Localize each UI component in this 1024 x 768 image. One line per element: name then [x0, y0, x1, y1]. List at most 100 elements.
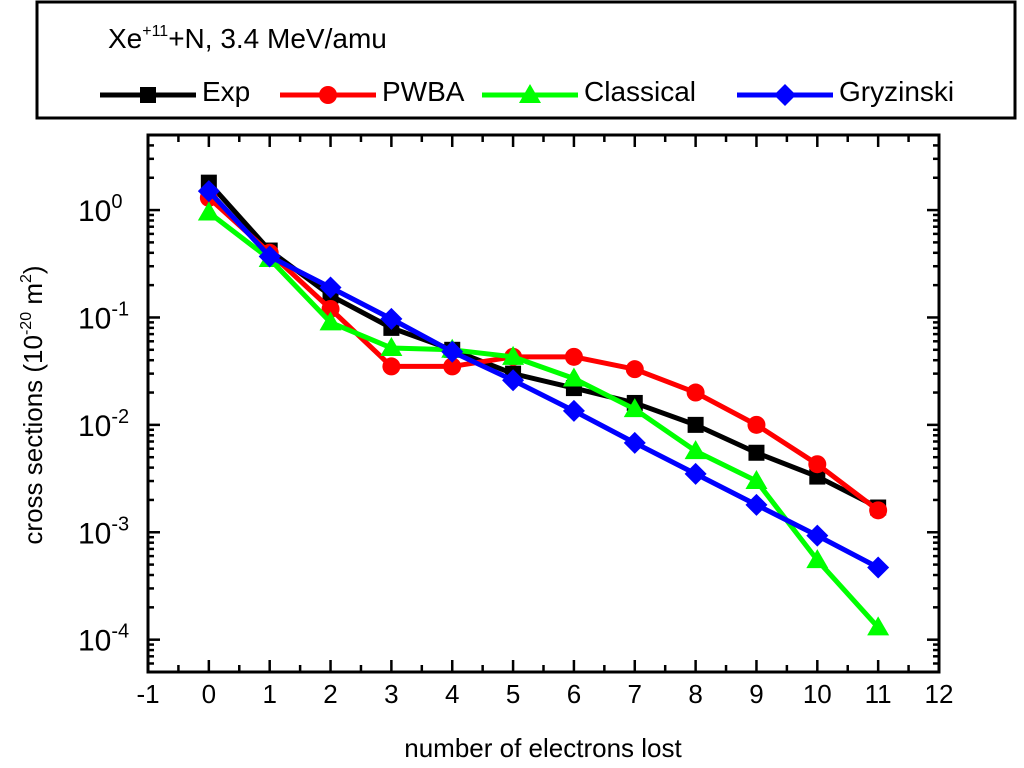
x-tick-label: 1 — [262, 679, 276, 709]
legend-item-exp: Exp — [100, 76, 250, 107]
data-point-gryzinski — [197, 180, 220, 203]
data-point-gryzinski — [867, 556, 890, 579]
plot-frame — [146, 133, 941, 674]
series-layer — [197, 174, 890, 636]
x-tick-label: 6 — [567, 679, 581, 709]
y-axis-title-post: ) — [18, 265, 48, 274]
data-point-gryzinski — [258, 245, 281, 268]
legend-marker-exp — [140, 87, 156, 103]
x-tick-label: 5 — [506, 679, 520, 709]
x-tick-label: 3 — [384, 679, 398, 709]
data-point-classical — [562, 367, 585, 387]
legend: Xe+11+N, 3.4 MeV/amu Exp PWBA Classical Gry… — [35, 0, 1017, 120]
data-point-gryzinski — [806, 524, 829, 547]
x-tick-label: 11 — [865, 679, 892, 709]
y-axis-title-mid: m — [18, 283, 48, 312]
legend-marker-gryzinski — [774, 84, 796, 106]
y-tick-label-exp: -4 — [111, 621, 129, 643]
data-point-classical — [380, 336, 403, 356]
y-axis-title-sup1: -20 — [18, 312, 35, 335]
data-point-classical — [319, 311, 342, 331]
data-point-exp — [809, 468, 826, 485]
legend-item-classical: Classical — [482, 76, 696, 107]
y-axis-title: cross sections (10-20 m2) — [18, 265, 48, 544]
data-point-gryzinski — [684, 462, 707, 485]
y-tick-label: 10-2 — [78, 406, 129, 443]
legend-label-classical: Classical — [584, 76, 696, 107]
data-point-gryzinski — [380, 307, 403, 330]
x-tick-label: 2 — [323, 679, 337, 709]
x-axis-title: number of electrons lost — [404, 733, 682, 763]
data-point-classical — [197, 201, 220, 221]
data-point-pwba — [625, 360, 644, 379]
y-tick-label-exp: -3 — [111, 513, 129, 535]
series-line-exp — [206, 180, 880, 510]
legend-title-base: Xe — [108, 23, 142, 54]
x-tick-label: 8 — [688, 679, 702, 709]
x-tick-label: 7 — [628, 679, 642, 709]
x-tick-label: 12 — [925, 679, 954, 709]
x-tick-label: -1 — [136, 679, 159, 709]
data-point-classical — [867, 616, 890, 636]
series-pwba — [199, 188, 888, 520]
y-tick-label: 10-1 — [78, 298, 129, 335]
data-point-exp — [687, 416, 704, 433]
data-point-gryzinski — [623, 431, 646, 454]
data-point-gryzinski — [319, 276, 342, 299]
data-point-classical — [684, 440, 707, 460]
data-point-gryzinski — [441, 340, 464, 363]
series-exp — [200, 174, 887, 516]
y-tick-label: 10-3 — [78, 513, 129, 550]
legend-label-exp: Exp — [202, 76, 250, 107]
y-tick-label-base: 10 — [78, 625, 111, 658]
y-tick-label-exp: -2 — [111, 406, 129, 428]
data-point-classical — [502, 345, 525, 365]
data-point-pwba — [564, 347, 583, 366]
data-point-gryzinski — [502, 369, 525, 392]
data-point-pwba — [382, 357, 401, 376]
legend-items: Exp PWBA Classical Gryzinski — [100, 76, 954, 107]
legend-item-pwba: PWBA — [280, 76, 465, 107]
legend-label-gryzinski: Gryzinski — [839, 76, 954, 107]
y-tick-label-exp: -1 — [111, 298, 129, 320]
legend-item-gryzinski: Gryzinski — [737, 76, 954, 107]
series-line-gryzinski — [207, 189, 880, 570]
legend-title-rest: +N, 3.4 MeV/amu — [168, 23, 387, 54]
legend-marker-classical — [519, 84, 541, 103]
legend-marker-pwba — [319, 86, 337, 104]
data-point-pwba — [808, 455, 827, 474]
x-tick-label: 10 — [803, 679, 832, 709]
y-tick-label-base: 10 — [78, 195, 111, 228]
data-point-classical — [745, 470, 768, 490]
data-point-pwba — [869, 501, 888, 520]
y-axis-title-sup2: 2 — [18, 274, 35, 283]
x-tick-label: 9 — [749, 679, 763, 709]
series-line-pwba — [207, 195, 880, 513]
series-line-classical — [207, 210, 881, 630]
y-tick-label-base: 10 — [78, 517, 111, 550]
data-point-gryzinski — [745, 493, 768, 516]
y-tick-label: 100 — [78, 191, 123, 228]
data-point-classical — [623, 398, 646, 418]
x-tick-label: 0 — [202, 679, 216, 709]
series-gryzinski — [197, 180, 890, 579]
data-point-pwba — [686, 383, 705, 402]
y-tick-label: 10-4 — [78, 621, 129, 658]
x-tick-label: 4 — [445, 679, 459, 709]
legend-label-pwba: PWBA — [382, 76, 465, 107]
data-point-gryzinski — [562, 399, 585, 422]
legend-title: Xe+11+N, 3.4 MeV/amu — [108, 23, 387, 54]
axis-ticks — [146, 133, 941, 674]
y-tick-label-base: 10 — [78, 302, 111, 335]
y-tick-label-exp: 0 — [111, 191, 122, 213]
y-tick-label-base: 10 — [78, 410, 111, 443]
data-point-pwba — [443, 357, 462, 376]
data-point-pwba — [747, 415, 766, 434]
data-point-exp — [748, 444, 765, 461]
legend-title-sup: +11 — [142, 23, 168, 40]
series-classical — [197, 201, 890, 636]
data-point-pwba — [321, 299, 340, 318]
y-axis-title-pre: cross sections (10 — [18, 335, 48, 545]
